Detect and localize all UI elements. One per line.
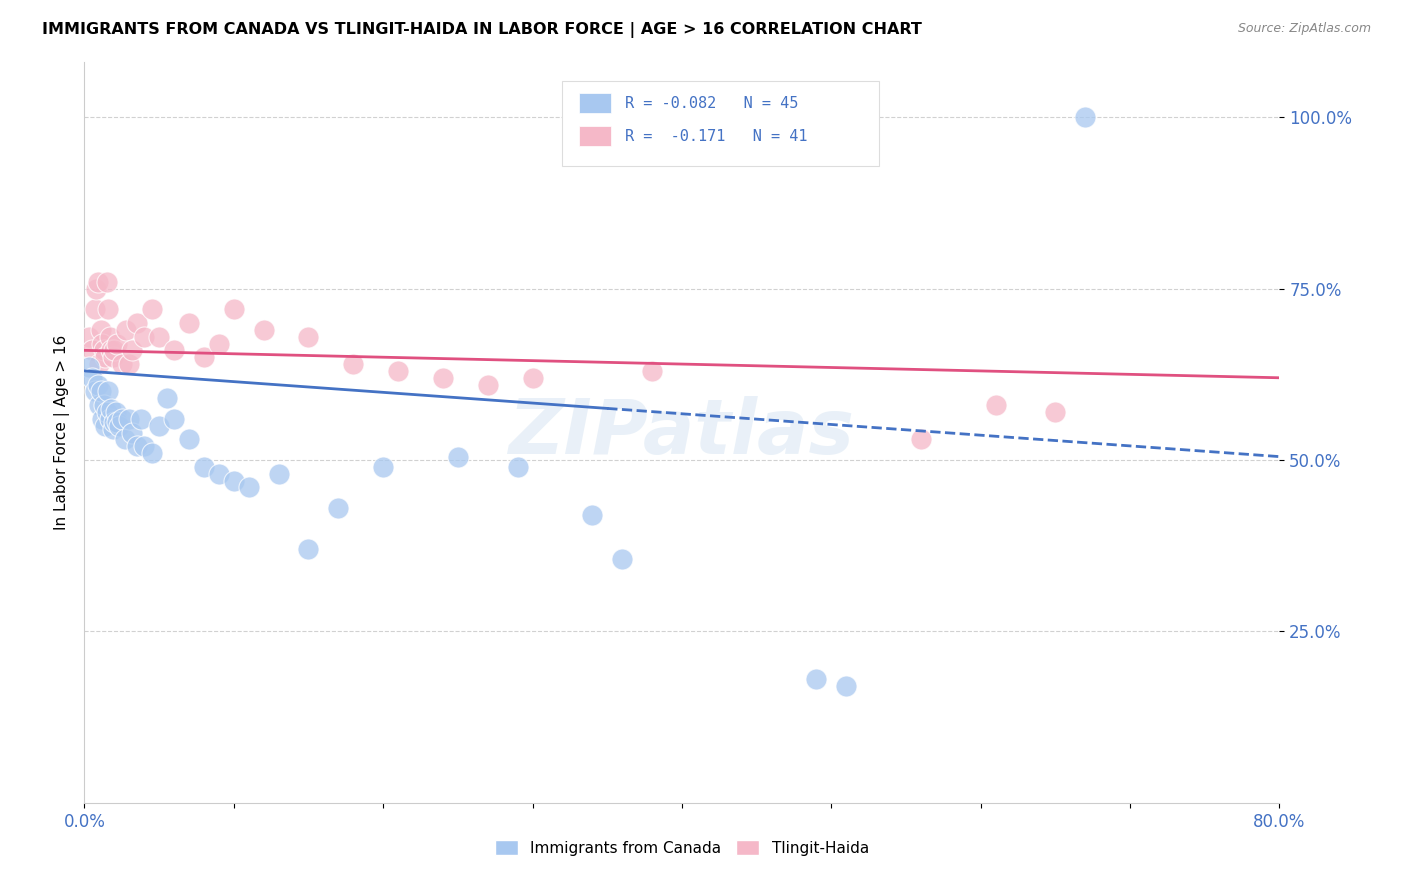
FancyBboxPatch shape	[579, 127, 612, 146]
Point	[387, 364, 409, 378]
Point	[104, 405, 127, 419]
Point	[148, 418, 170, 433]
Point	[86, 282, 108, 296]
Point	[93, 398, 115, 412]
Point	[477, 377, 499, 392]
Point	[105, 415, 128, 429]
Point	[238, 480, 260, 494]
Point	[522, 371, 544, 385]
Point	[115, 323, 138, 337]
Point	[91, 336, 114, 351]
Point	[87, 275, 110, 289]
Point	[267, 467, 290, 481]
Point	[910, 433, 932, 447]
Point	[342, 357, 364, 371]
Point	[222, 302, 245, 317]
Point	[132, 329, 156, 343]
Point	[87, 377, 110, 392]
Point	[111, 412, 134, 426]
Point	[193, 459, 215, 474]
Point	[641, 364, 664, 378]
Point	[132, 439, 156, 453]
Point	[984, 398, 1007, 412]
Point	[806, 673, 828, 687]
Point	[77, 329, 100, 343]
Point	[93, 343, 115, 358]
Point	[373, 459, 395, 474]
Point	[96, 405, 118, 419]
Point	[111, 357, 134, 371]
Point	[98, 412, 121, 426]
Point	[101, 422, 124, 436]
FancyBboxPatch shape	[562, 81, 879, 166]
Point	[155, 392, 177, 406]
Point	[121, 425, 143, 440]
Point	[94, 350, 117, 364]
Point	[163, 343, 186, 358]
Point	[103, 343, 125, 358]
Point	[91, 412, 114, 426]
Point	[432, 371, 454, 385]
Point	[141, 302, 163, 317]
Point	[83, 302, 105, 317]
Point	[89, 398, 111, 412]
Point	[253, 323, 276, 337]
Point	[97, 302, 120, 317]
Text: IMMIGRANTS FROM CANADA VS TLINGIT-HAIDA IN LABOR FORCE | AGE > 16 CORRELATION CH: IMMIGRANTS FROM CANADA VS TLINGIT-HAIDA …	[42, 22, 922, 38]
Point	[89, 357, 111, 371]
Point	[118, 357, 141, 371]
Point	[100, 343, 122, 358]
Legend: Immigrants from Canada, Tlingit-Haida: Immigrants from Canada, Tlingit-Haida	[489, 834, 875, 862]
Point	[90, 384, 112, 399]
Point	[141, 446, 163, 460]
Point	[125, 316, 148, 330]
Point	[105, 336, 128, 351]
Point	[1074, 110, 1097, 124]
Text: R = -0.082   N = 45: R = -0.082 N = 45	[624, 95, 799, 111]
Point	[835, 679, 858, 693]
Point	[129, 412, 152, 426]
Point	[125, 439, 148, 453]
Point	[506, 459, 529, 474]
Text: ZIPatlas: ZIPatlas	[509, 396, 855, 469]
Point	[177, 316, 200, 330]
Point	[101, 350, 124, 364]
Point	[193, 350, 215, 364]
Point	[121, 343, 143, 358]
Point	[80, 343, 103, 358]
Text: Source: ZipAtlas.com: Source: ZipAtlas.com	[1237, 22, 1371, 36]
Point	[114, 433, 136, 447]
Point	[118, 412, 141, 426]
Point	[328, 501, 350, 516]
Point	[98, 329, 121, 343]
Y-axis label: In Labor Force | Age > 16: In Labor Force | Age > 16	[55, 335, 70, 530]
Point	[208, 336, 231, 351]
Point	[297, 329, 319, 343]
Point	[1045, 405, 1067, 419]
Point	[100, 401, 122, 416]
Point	[107, 418, 129, 433]
FancyBboxPatch shape	[579, 93, 612, 113]
Point	[148, 329, 170, 343]
Point	[83, 384, 105, 399]
Point	[163, 412, 186, 426]
Text: R =  -0.171   N = 41: R = -0.171 N = 41	[624, 129, 807, 144]
Point	[177, 433, 200, 447]
Point	[94, 418, 117, 433]
Point	[96, 275, 118, 289]
Point	[612, 552, 634, 566]
Point	[77, 360, 100, 375]
Point	[447, 450, 470, 464]
Point	[208, 467, 231, 481]
Point	[297, 542, 319, 557]
Point	[97, 384, 120, 399]
Point	[80, 371, 103, 385]
Point	[222, 474, 245, 488]
Point	[103, 415, 125, 429]
Point	[90, 323, 112, 337]
Point	[581, 508, 603, 522]
